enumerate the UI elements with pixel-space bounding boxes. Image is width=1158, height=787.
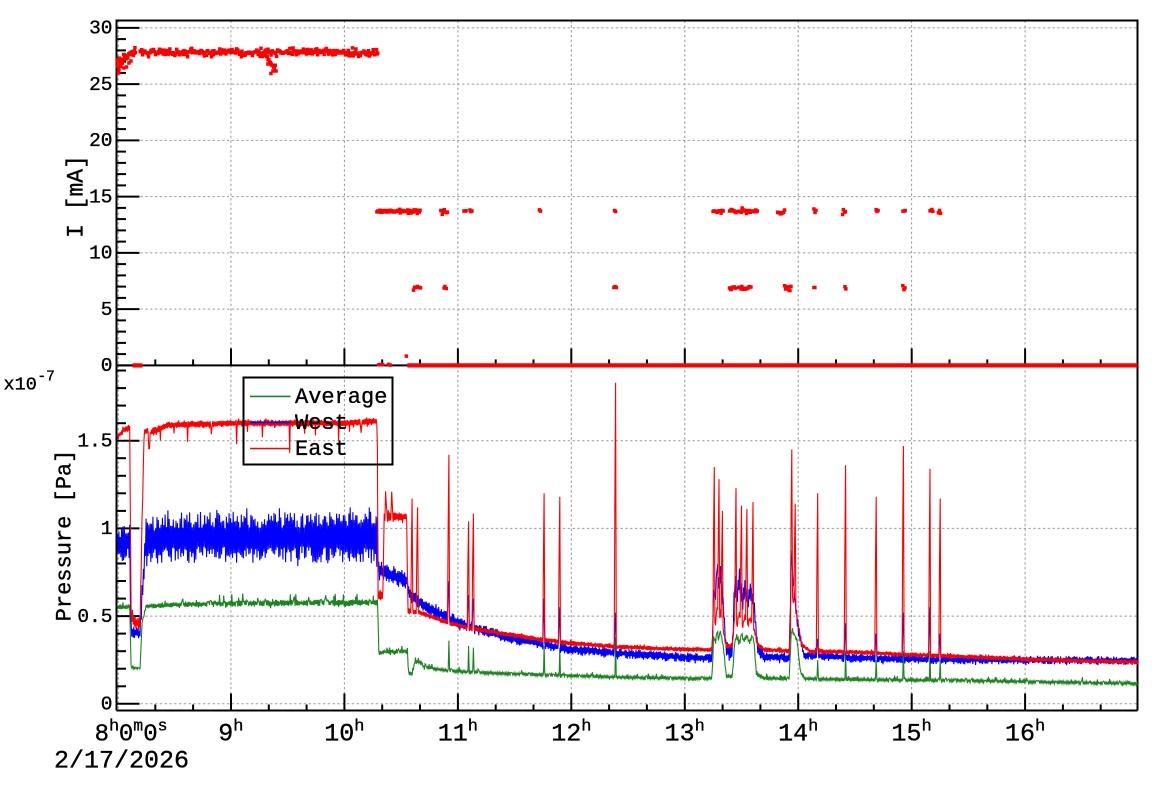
svg-text:13: 13 [665,720,695,749]
svg-text:West: West [295,411,348,436]
svg-text:h: h [233,718,243,737]
svg-text:12: 12 [551,720,581,749]
svg-text:Pressure [Pa]: Pressure [Pa] [53,450,78,622]
svg-text:Average: Average [295,385,387,410]
svg-text:0.5: 0.5 [77,606,112,628]
svg-text:-7: -7 [37,370,54,386]
svg-text:1: 1 [101,518,113,540]
svg-text:h: h [695,718,705,737]
svg-text:h: h [1035,718,1045,737]
svg-text:9: 9 [218,720,233,749]
svg-text:15: 15 [892,720,922,749]
svg-text:I [mA]: I [mA] [64,155,90,238]
svg-text:20: 20 [89,130,112,152]
svg-text:h: h [922,718,932,737]
svg-text:1.5: 1.5 [77,430,112,452]
svg-text:x10: x10 [4,375,37,396]
svg-text:10: 10 [89,243,112,265]
svg-text:h: h [581,718,591,737]
svg-text:8: 8 [95,722,109,749]
svg-text:m: m [133,717,143,736]
svg-text:0: 0 [143,722,157,749]
svg-text:30: 30 [89,18,112,40]
svg-text:0: 0 [119,722,133,749]
svg-text:16: 16 [1005,720,1035,749]
svg-text:s: s [158,717,168,736]
svg-text:2/17/2026: 2/17/2026 [54,747,189,776]
svg-text:11: 11 [438,720,468,749]
svg-text:East: East [295,437,348,462]
svg-text:25: 25 [89,74,112,96]
svg-text:h: h [354,718,364,737]
svg-text:10: 10 [324,720,354,749]
svg-text:0: 0 [101,694,113,716]
svg-text:h: h [468,718,478,737]
svg-text:5: 5 [101,299,113,321]
svg-text:0: 0 [101,355,113,377]
svg-text:15: 15 [89,186,112,208]
svg-text:14: 14 [778,720,808,749]
svg-text:h: h [808,718,818,737]
svg-text:h: h [109,718,119,737]
